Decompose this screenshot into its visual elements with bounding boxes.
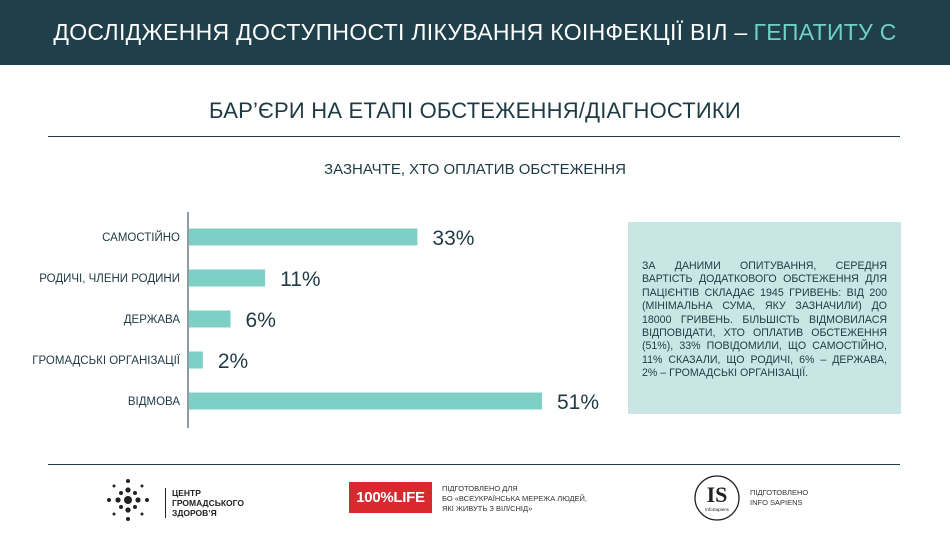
- value-label: 2%: [218, 350, 248, 373]
- cgz-line: ГРОМАДСЬКОГО: [172, 498, 244, 508]
- category-label: САМОСТІЙНО: [102, 231, 180, 244]
- bar: [189, 392, 542, 410]
- category-label: ГРОМАДСЬКІ ОРГАНІЗАЦІЇ: [32, 355, 181, 367]
- header-title: ДОСЛІДЖЕННЯ ДОСТУПНОСТІ ЛІКУВАННЯ КОІНФЕ…: [53, 19, 748, 45]
- bar: [189, 269, 266, 287]
- chart-title: ЗАЗНАЧТЕ, ХТО ОПЛАТИВ ОБСТЕЖЕННЯ: [324, 161, 626, 178]
- bar-chart: САМОСТІЙНО 33% РОДИЧІ, ЧЛЕНИ РОДИНИ 11% ДЕРЖ…: [32, 212, 599, 428]
- prepared-for-text: ПІДГОТОВЛЕНО ДЛЯ БО «ВСЕУКРАЇНСЬКА МЕРЕЖ…: [442, 484, 587, 514]
- prepared-line: ПІДГОТОВЛЕНО: [750, 488, 809, 497]
- logo-100-life: 100%LIFE: [349, 482, 432, 513]
- prepared-by-text: ПІДГОТОВЛЕНО INFO SAPIENS: [750, 488, 808, 508]
- dots-cross-logo-icon: [107, 479, 149, 521]
- is-logo-sub: InfoSapiens: [705, 507, 730, 512]
- prepared-line: INFO SAPIENS: [750, 498, 803, 507]
- info-box: ЗА ДАНИМИ ОПИТУВАННЯ, СЕРЕДНЯ ВАРТІСТЬ Д…: [628, 222, 901, 414]
- divider-top: [48, 136, 900, 137]
- value-label: 33%: [432, 227, 474, 250]
- prepared-line: БО «ВСЕУКРАЇНСЬКА МЕРЕЖА ЛЮДЕЙ,: [442, 494, 588, 503]
- footer: ЦЕНТР ГРОМАДСЬКОГО ЗДОРОВ’Я 100%LIFE ПІД…: [0, 470, 950, 535]
- header-bar: ДОСЛІДЖЕННЯ ДОСТУПНОСТІ ЛІКУВАННЯ КОІНФЕ…: [0, 0, 950, 65]
- category-label: ДЕРЖАВА: [124, 314, 181, 326]
- cgz-line: ЗДОРОВ’Я: [172, 508, 217, 518]
- is-logo-text: IS: [707, 482, 728, 507]
- prepared-line: ПІДГОТОВЛЕНО ДЛЯ: [442, 484, 518, 493]
- info-sapiens-circle-logo-icon: IS InfoSapiens: [694, 475, 740, 521]
- value-label: 11%: [280, 268, 320, 291]
- cgz-name: ЦЕНТР ГРОМАДСЬКОГО ЗДОРОВ’Я: [165, 488, 244, 518]
- bar: [189, 310, 231, 328]
- cgz-line: ЦЕНТР: [172, 488, 201, 498]
- value-label: 51%: [557, 391, 599, 414]
- prepared-line: ЯКІ ЖИВУТЬ З ВІЛ/СНІД»: [442, 504, 533, 513]
- category-label: ВІДМОВА: [128, 396, 180, 408]
- bar: [189, 228, 418, 246]
- value-label: 6%: [246, 309, 276, 332]
- divider-bottom: [48, 464, 900, 465]
- info-box-text: ЗА ДАНИМИ ОПИТУВАННЯ, СЕРЕДНЯ ВАРТІСТЬ Д…: [642, 260, 887, 380]
- section-title: БАР’ЄРИ НА ЕТАПІ ОБСТЕЖЕННЯ/ДІАГНОСТИКИ: [209, 98, 741, 123]
- header-title-accent: ГЕПАТИТУ С: [753, 19, 897, 45]
- bar: [189, 351, 203, 369]
- category-label: РОДИЧІ, ЧЛЕНИ РОДИНИ: [39, 273, 180, 285]
